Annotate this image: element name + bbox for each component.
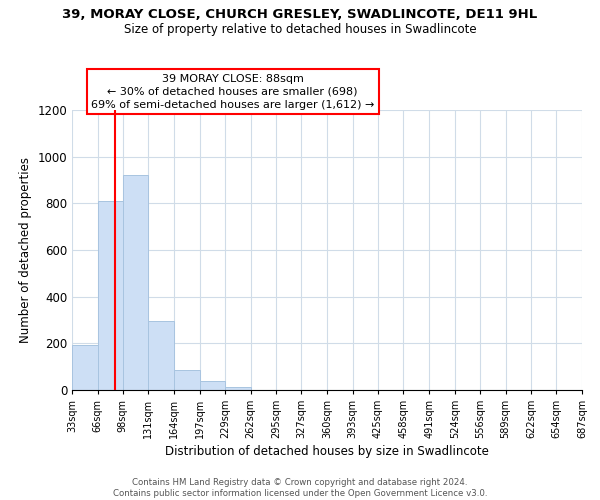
Bar bbox=[174, 370, 200, 390]
Bar bbox=[225, 386, 251, 390]
Bar bbox=[148, 321, 174, 390]
Bar bbox=[200, 381, 225, 390]
Bar bbox=[98, 201, 122, 390]
X-axis label: Distribution of detached houses by size in Swadlincote: Distribution of detached houses by size … bbox=[165, 446, 489, 458]
Text: Size of property relative to detached houses in Swadlincote: Size of property relative to detached ho… bbox=[124, 22, 476, 36]
Text: Contains HM Land Registry data © Crown copyright and database right 2024.
Contai: Contains HM Land Registry data © Crown c… bbox=[113, 478, 487, 498]
Text: 39 MORAY CLOSE: 88sqm
← 30% of detached houses are smaller (698)
69% of semi-det: 39 MORAY CLOSE: 88sqm ← 30% of detached … bbox=[91, 74, 374, 110]
Bar bbox=[72, 344, 98, 390]
Y-axis label: Number of detached properties: Number of detached properties bbox=[19, 157, 32, 343]
Bar bbox=[122, 176, 148, 390]
Text: 39, MORAY CLOSE, CHURCH GRESLEY, SWADLINCOTE, DE11 9HL: 39, MORAY CLOSE, CHURCH GRESLEY, SWADLIN… bbox=[62, 8, 538, 20]
